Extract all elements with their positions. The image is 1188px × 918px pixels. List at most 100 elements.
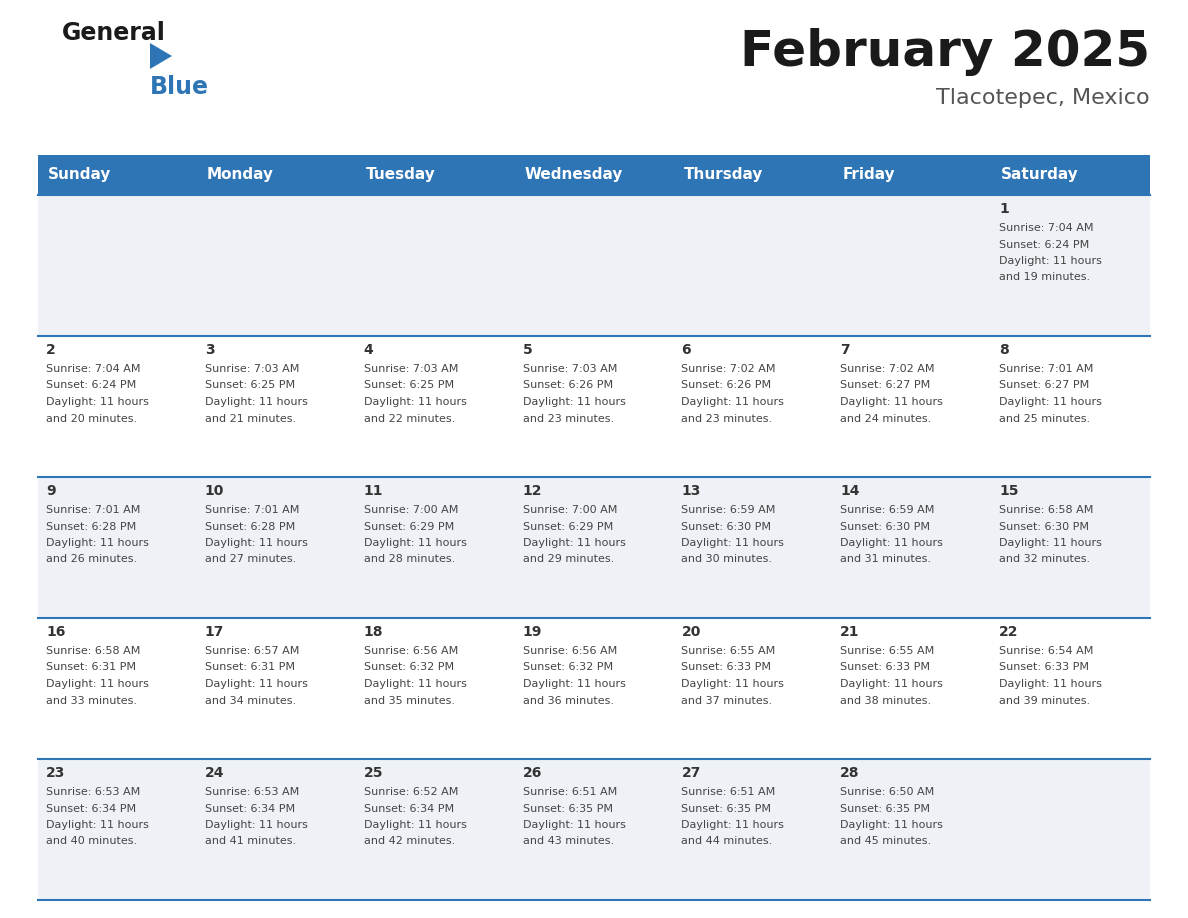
Text: Sunrise: 6:52 AM: Sunrise: 6:52 AM	[364, 787, 459, 797]
Text: and 24 minutes.: and 24 minutes.	[840, 413, 931, 423]
Text: Sunset: 6:27 PM: Sunset: 6:27 PM	[999, 380, 1089, 390]
Text: Sunset: 6:34 PM: Sunset: 6:34 PM	[204, 803, 295, 813]
Bar	[38, 618, 1150, 759]
Text: Sunset: 6:26 PM: Sunset: 6:26 PM	[682, 380, 771, 390]
Text: Sunset: 6:32 PM: Sunset: 6:32 PM	[523, 663, 613, 673]
Text: Sunrise: 6:59 AM: Sunrise: 6:59 AM	[840, 505, 935, 515]
Text: Sunset: 6:33 PM: Sunset: 6:33 PM	[999, 663, 1089, 673]
Text: Sunset: 6:31 PM: Sunset: 6:31 PM	[46, 663, 135, 673]
Text: and 36 minutes.: and 36 minutes.	[523, 696, 613, 706]
Bar	[38, 477, 1150, 618]
Text: Sunrise: 6:50 AM: Sunrise: 6:50 AM	[840, 787, 935, 797]
Text: 18: 18	[364, 625, 384, 639]
Text: Daylight: 11 hours: Daylight: 11 hours	[364, 679, 467, 689]
Text: Sunset: 6:26 PM: Sunset: 6:26 PM	[523, 380, 613, 390]
Text: 15: 15	[999, 484, 1018, 498]
Text: Daylight: 11 hours: Daylight: 11 hours	[999, 256, 1102, 266]
Text: and 29 minutes.: and 29 minutes.	[523, 554, 614, 565]
Text: Sunrise: 6:55 AM: Sunrise: 6:55 AM	[840, 646, 935, 656]
Text: Sunrise: 7:04 AM: Sunrise: 7:04 AM	[999, 223, 1094, 233]
Text: Sunset: 6:33 PM: Sunset: 6:33 PM	[840, 663, 930, 673]
Text: 23: 23	[46, 766, 65, 780]
Text: 12: 12	[523, 484, 542, 498]
Text: 26: 26	[523, 766, 542, 780]
Text: and 22 minutes.: and 22 minutes.	[364, 413, 455, 423]
Text: General: General	[62, 21, 166, 45]
Text: Daylight: 11 hours: Daylight: 11 hours	[364, 538, 467, 548]
Text: Daylight: 11 hours: Daylight: 11 hours	[999, 397, 1102, 407]
Text: Daylight: 11 hours: Daylight: 11 hours	[682, 397, 784, 407]
Text: and 45 minutes.: and 45 minutes.	[840, 836, 931, 846]
Text: and 37 minutes.: and 37 minutes.	[682, 696, 772, 706]
Text: Wednesday: Wednesday	[525, 167, 623, 183]
Text: Sunset: 6:30 PM: Sunset: 6:30 PM	[840, 521, 930, 532]
Text: Sunset: 6:33 PM: Sunset: 6:33 PM	[682, 663, 771, 673]
Text: 28: 28	[840, 766, 860, 780]
Text: 2: 2	[46, 343, 56, 357]
Text: and 21 minutes.: and 21 minutes.	[204, 413, 296, 423]
Text: Sunset: 6:25 PM: Sunset: 6:25 PM	[364, 380, 454, 390]
Text: Tuesday: Tuesday	[366, 167, 436, 183]
Text: and 32 minutes.: and 32 minutes.	[999, 554, 1091, 565]
Text: Daylight: 11 hours: Daylight: 11 hours	[523, 538, 625, 548]
Text: Monday: Monday	[207, 167, 274, 183]
Text: Daylight: 11 hours: Daylight: 11 hours	[840, 679, 943, 689]
Text: Sunrise: 6:58 AM: Sunrise: 6:58 AM	[46, 646, 140, 656]
Text: Daylight: 11 hours: Daylight: 11 hours	[999, 538, 1102, 548]
Text: Sunset: 6:35 PM: Sunset: 6:35 PM	[682, 803, 771, 813]
Text: Sunrise: 6:54 AM: Sunrise: 6:54 AM	[999, 646, 1093, 656]
Text: Sunset: 6:35 PM: Sunset: 6:35 PM	[523, 803, 613, 813]
Text: and 23 minutes.: and 23 minutes.	[523, 413, 614, 423]
Text: Sunrise: 7:03 AM: Sunrise: 7:03 AM	[364, 364, 459, 374]
Text: Daylight: 11 hours: Daylight: 11 hours	[204, 820, 308, 830]
Text: Sunrise: 7:01 AM: Sunrise: 7:01 AM	[999, 364, 1093, 374]
Text: Daylight: 11 hours: Daylight: 11 hours	[682, 538, 784, 548]
Text: Daylight: 11 hours: Daylight: 11 hours	[204, 538, 308, 548]
Polygon shape	[150, 43, 172, 69]
Text: and 34 minutes.: and 34 minutes.	[204, 696, 296, 706]
Text: and 30 minutes.: and 30 minutes.	[682, 554, 772, 565]
Text: Daylight: 11 hours: Daylight: 11 hours	[204, 679, 308, 689]
Text: Sunrise: 7:02 AM: Sunrise: 7:02 AM	[840, 364, 935, 374]
Text: 4: 4	[364, 343, 373, 357]
Text: Daylight: 11 hours: Daylight: 11 hours	[682, 679, 784, 689]
Text: 20: 20	[682, 625, 701, 639]
Text: Sunrise: 6:53 AM: Sunrise: 6:53 AM	[46, 787, 140, 797]
Text: Sunrise: 6:56 AM: Sunrise: 6:56 AM	[364, 646, 457, 656]
Bar	[38, 155, 1150, 195]
Text: Sunset: 6:28 PM: Sunset: 6:28 PM	[46, 521, 137, 532]
Text: Sunset: 6:30 PM: Sunset: 6:30 PM	[682, 521, 771, 532]
Text: and 41 minutes.: and 41 minutes.	[204, 836, 296, 846]
Text: and 19 minutes.: and 19 minutes.	[999, 273, 1091, 283]
Text: Sunrise: 6:57 AM: Sunrise: 6:57 AM	[204, 646, 299, 656]
Text: Daylight: 11 hours: Daylight: 11 hours	[523, 679, 625, 689]
Text: 9: 9	[46, 484, 56, 498]
Text: Sunrise: 7:03 AM: Sunrise: 7:03 AM	[523, 364, 617, 374]
Text: 10: 10	[204, 484, 225, 498]
Text: 27: 27	[682, 766, 701, 780]
Bar	[38, 195, 1150, 336]
Text: and 26 minutes.: and 26 minutes.	[46, 554, 137, 565]
Text: Sunset: 6:34 PM: Sunset: 6:34 PM	[46, 803, 137, 813]
Text: and 20 minutes.: and 20 minutes.	[46, 413, 137, 423]
Text: 13: 13	[682, 484, 701, 498]
Text: and 39 minutes.: and 39 minutes.	[999, 696, 1091, 706]
Text: Sunset: 6:32 PM: Sunset: 6:32 PM	[364, 663, 454, 673]
Text: Sunset: 6:29 PM: Sunset: 6:29 PM	[364, 521, 454, 532]
Text: Sunrise: 6:58 AM: Sunrise: 6:58 AM	[999, 505, 1093, 515]
Text: 1: 1	[999, 202, 1009, 216]
Text: Sunset: 6:27 PM: Sunset: 6:27 PM	[840, 380, 930, 390]
Text: and 23 minutes.: and 23 minutes.	[682, 413, 772, 423]
Text: Sunday: Sunday	[48, 167, 112, 183]
Text: Sunrise: 7:03 AM: Sunrise: 7:03 AM	[204, 364, 299, 374]
Text: 14: 14	[840, 484, 860, 498]
Text: 21: 21	[840, 625, 860, 639]
Text: Daylight: 11 hours: Daylight: 11 hours	[46, 397, 148, 407]
Text: Sunset: 6:29 PM: Sunset: 6:29 PM	[523, 521, 613, 532]
Text: Daylight: 11 hours: Daylight: 11 hours	[204, 397, 308, 407]
Text: 5: 5	[523, 343, 532, 357]
Text: February 2025: February 2025	[740, 28, 1150, 76]
Text: Thursday: Thursday	[683, 167, 763, 183]
Text: 6: 6	[682, 343, 691, 357]
Text: 24: 24	[204, 766, 225, 780]
